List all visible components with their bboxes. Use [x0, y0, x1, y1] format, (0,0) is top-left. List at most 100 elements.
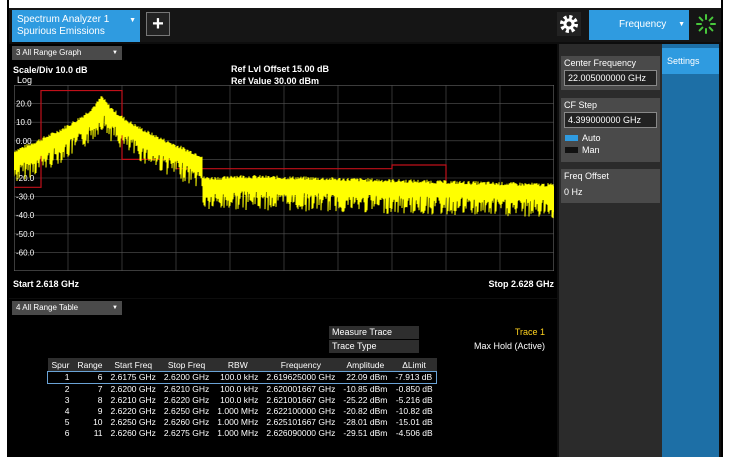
spur-table[interactable]: Spur Range Start Freq Stop Freq RBW Frequency…: [47, 358, 438, 439]
center-frequency-group[interactable]: Center Frequency 22.005000000 GHz: [561, 56, 660, 90]
border-right: [721, 0, 723, 457]
table-cell: 4: [64, 406, 70, 416]
table-row[interactable]: 5 10 2.6250 GHz 2.6260 GHz 1.000 MHz 2.625101…: [48, 417, 437, 428]
table-row[interactable]: 2 7 2.6200 GHz 2.6210 GHz 100.0 kHz 2.6200016…: [48, 384, 437, 396]
table-window[interactable]: 4 All Range Table ▼ Measure Trace Trace …: [9, 299, 557, 457]
settings-tab[interactable]: Settings: [662, 48, 719, 74]
freq-offset-label: Freq Offset: [564, 171, 609, 181]
table-cell: 2.6250 GHz: [110, 417, 156, 427]
table-window-tab[interactable]: 4 All Range Table ▼: [12, 301, 122, 315]
table-cell: 1.000 MHz: [217, 428, 259, 438]
column-header[interactable]: Amplitude: [339, 358, 392, 372]
top-bar: Spectrum Analyzer 1 Spurious Emissions ▼…: [9, 8, 723, 42]
y-tick-label: -50.0: [16, 230, 35, 239]
table-cell: 5: [64, 417, 70, 427]
graph-window-tab[interactable]: 3 All Range Graph ▼: [12, 46, 122, 60]
frequency-menu-label: Frequency: [619, 19, 667, 30]
y-tick-label: 0.00: [16, 137, 32, 146]
table-cell: -4.506 dB: [395, 428, 433, 438]
column-header[interactable]: RBW: [213, 358, 263, 372]
table-cell: 1: [47, 371, 74, 384]
table-cell: 2.619625000 GHz: [262, 371, 340, 384]
cf-step-group[interactable]: CF Step 4.399000000 GHz Auto Man: [561, 98, 660, 162]
column-header[interactable]: Frequency: [262, 358, 340, 372]
table-cell: 2.620001667 GHz: [266, 384, 336, 394]
table-cell: 22.09 dBm: [339, 371, 392, 384]
column-header[interactable]: Spur: [47, 358, 74, 372]
spectrum-plot[interactable]: 20.010.00.00-10.0-20.0-30.0-40.0-50.0-60…: [14, 85, 554, 271]
table-row[interactable]: 3 8 2.6210 GHz 2.6220 GHz 100.0 kHz 2.6210016…: [48, 395, 437, 406]
table-cell: 2.625101667 GHz: [266, 417, 336, 427]
column-header[interactable]: ΔLimit: [391, 358, 437, 372]
dropdown-arrow-icon: ▼: [112, 305, 118, 311]
cf-step-field[interactable]: 4.399000000 GHz: [564, 112, 657, 128]
y-tick-label: 20.0: [16, 100, 32, 109]
freq-offset-group[interactable]: Freq Offset 0 Hz: [561, 169, 660, 203]
column-header[interactable]: Stop Freq: [159, 358, 214, 372]
table-cell: 1.000 MHz: [217, 406, 259, 416]
y-tick-label: -30.0: [16, 193, 35, 202]
frequency-menu-button[interactable]: Frequency ▼: [589, 10, 689, 40]
column-header[interactable]: Start Freq: [106, 358, 160, 372]
table-cell: 7: [97, 384, 103, 394]
table-cell: -10.85 dBm: [343, 384, 388, 394]
table-window-title: 4 All Range Table: [16, 303, 79, 312]
table-cell: 10: [93, 417, 103, 427]
scale-per-div: Scale/Div 10.0 dB: [13, 65, 88, 75]
man-label: Man: [582, 145, 600, 155]
table-header-row: Spur Range Start Freq Stop Freq RBW Frequency…: [47, 358, 437, 372]
measure-trace-label: Measure Trace: [329, 326, 419, 339]
table-cell: -28.01 dBm: [343, 417, 388, 427]
table-cell: 11: [93, 428, 103, 438]
table-cell: 2.6220 GHz: [163, 395, 210, 405]
measure-trace-value[interactable]: Trace 1: [514, 327, 545, 337]
peak-point: [100, 98, 104, 102]
table-cell: 2.622100000 GHz: [266, 406, 336, 416]
table-cell: 100.0 kHz: [213, 371, 263, 384]
busy-indicator-icon: [694, 12, 718, 36]
settings-tab-column: Settings: [662, 44, 719, 457]
man-option[interactable]: Man: [565, 145, 656, 155]
table-cell: 2.6175 GHz: [106, 371, 160, 384]
table-cell: 8: [97, 395, 103, 405]
table-cell: 1.000 MHz: [217, 417, 259, 427]
mode-tab[interactable]: Spectrum Analyzer 1 Spurious Emissions ▼: [12, 10, 140, 42]
center-frequency-label: Center Frequency: [564, 58, 637, 68]
graph-window-title: 3 All Range Graph: [16, 48, 82, 57]
trace-type-value[interactable]: Max Hold (Active): [473, 341, 545, 351]
ref-value: Ref Value 30.00 dBm: [231, 76, 320, 86]
table-row[interactable]: 6 11 2.6260 GHz 2.6275 GHz 1.000 MHz 2.626090…: [48, 428, 437, 439]
gear-icon[interactable]: [557, 12, 581, 36]
auto-label: Auto: [582, 133, 601, 143]
table-cell: 2.6260 GHz: [110, 428, 156, 438]
border-left: [7, 0, 9, 457]
table-cell: -5.216 dB: [395, 395, 433, 405]
freq-offset-value[interactable]: 0 Hz: [564, 187, 583, 197]
table-cell: 3: [64, 395, 70, 405]
graph-window[interactable]: 3 All Range Graph ▼ Scale/Div 10.0 dB Lo…: [9, 44, 557, 298]
log-scale-label: Log: [17, 75, 33, 85]
stop-frequency: Stop 2.628 GHz: [488, 279, 554, 289]
center-frequency-field[interactable]: 22.005000000 GHz: [564, 70, 657, 86]
table-row[interactable]: 4 9 2.6220 GHz 2.6250 GHz 1.000 MHz 2.6221000…: [48, 406, 437, 417]
auto-option[interactable]: Auto: [565, 133, 656, 143]
table-row[interactable]: 1 6 2.6175 GHz 2.6200 GHz 100.0 kHz 2.6196250…: [47, 371, 438, 384]
add-screen-button[interactable]: +: [146, 12, 170, 36]
y-tick-label: 10.0: [16, 118, 32, 127]
table-cell: -29.51 dBm: [343, 428, 388, 438]
dropdown-arrow-icon: ▼: [112, 50, 118, 56]
measurement-title: Spurious Emissions: [17, 26, 105, 37]
cf-step-label: CF Step: [564, 100, 598, 110]
table-cell: 2.6220 GHz: [110, 406, 156, 416]
table-cell: 6: [64, 428, 70, 438]
table-cell: 2.6210 GHz: [163, 384, 210, 394]
table-cell: 9: [97, 406, 103, 416]
trace-type-label: Trace Type: [329, 340, 419, 353]
table-cell: 100.0 kHz: [220, 395, 259, 405]
table-cell: 2.6210 GHz: [110, 395, 156, 405]
man-indicator: [565, 147, 578, 153]
table-cell: -7.913 dB: [391, 371, 438, 384]
column-header[interactable]: Range: [73, 358, 107, 372]
table-cell: -15.01 dB: [395, 417, 433, 427]
